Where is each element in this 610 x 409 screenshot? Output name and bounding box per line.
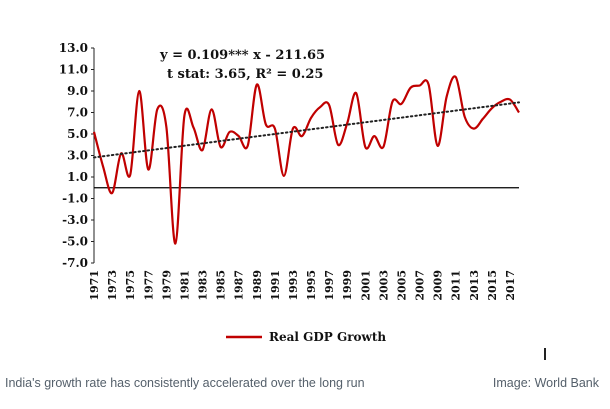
x-tick-label: 1981 <box>178 270 191 301</box>
legend: Real GDP Growth <box>226 330 386 344</box>
x-tick-label: 2011 <box>450 270 463 301</box>
x-tick-label: 1993 <box>287 270 300 301</box>
x-tick-label: 1975 <box>124 270 137 301</box>
x-tick-label: 1997 <box>323 270 336 301</box>
x-tick-label: 2003 <box>377 270 390 301</box>
regression-stats: t stat: 3.65, R² = 0.25 <box>167 67 323 82</box>
x-tick-label: 1987 <box>233 270 246 301</box>
x-tick-label: 1999 <box>341 270 354 301</box>
text-cursor <box>544 348 546 360</box>
x-tick-label: 1995 <box>305 270 318 301</box>
x-tick-label: 1983 <box>197 270 210 301</box>
x-tick-label: 1985 <box>215 270 228 301</box>
x-tick-label: 1973 <box>106 270 119 301</box>
x-tick-label: 2015 <box>486 270 499 301</box>
x-tick-labels: 1971 1973 1975 1977 1979 1981 1983 1985 1987 1989… <box>88 270 517 301</box>
gdp-growth-line <box>92 75 520 245</box>
figure-caption: India's growth rate has consistently acc… <box>5 376 365 390</box>
y-tick-label: -7.0 <box>62 256 88 270</box>
y-tick-labels: 13.0 11.0 9.0 7.0 5.0 3.0 1.0 -1.0 -3.0 -5.0 -7.0 <box>59 41 94 270</box>
y-tick-label: 9.0 <box>67 84 88 98</box>
image-credit: Image: World Bank <box>492 376 599 390</box>
legend-label: Real GDP Growth <box>269 330 386 344</box>
y-tick-label: -5.0 <box>62 235 88 249</box>
trend-line <box>93 101 520 159</box>
x-tick-label: 1971 <box>88 270 101 301</box>
x-tick-label: 2013 <box>468 270 481 301</box>
x-tick-label: 2001 <box>359 270 372 301</box>
y-tick-label: 1.0 <box>67 170 88 184</box>
x-tick-label: 1977 <box>142 270 155 301</box>
y-tick-label: 11.0 <box>59 63 88 77</box>
y-tick-label: 3.0 <box>67 149 88 163</box>
y-tick-label: -3.0 <box>62 213 88 227</box>
series-lines <box>92 75 520 245</box>
y-tick-label: 7.0 <box>67 106 88 120</box>
y-tick-label: -1.0 <box>62 192 88 206</box>
x-tick-label: 2017 <box>504 270 517 301</box>
x-tick-label: 2009 <box>432 270 445 301</box>
x-tick-label: 2005 <box>395 270 408 301</box>
y-tick-label: 5.0 <box>67 127 88 141</box>
x-tick-label: 1979 <box>160 270 173 301</box>
x-tick-label: 1991 <box>269 270 282 301</box>
x-tick-label: 1989 <box>251 270 264 301</box>
y-tick-label: 13.0 <box>59 41 88 55</box>
x-tick-label: 2007 <box>414 270 427 301</box>
regression-equation: y = 0.109*** x - 211.65 <box>159 48 325 63</box>
